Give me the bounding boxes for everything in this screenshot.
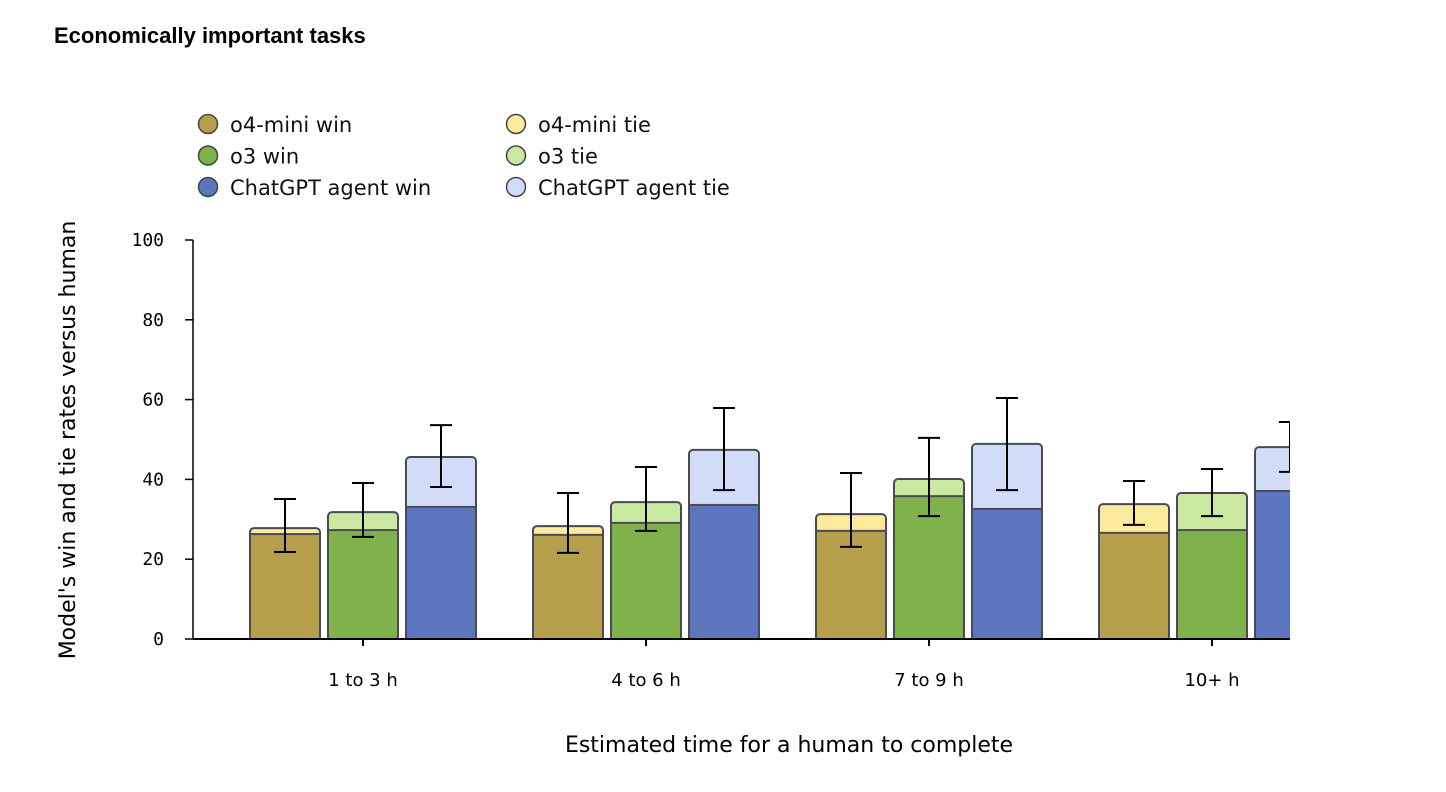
win-bar bbox=[688, 503, 760, 640]
y-tick-label: 100 bbox=[131, 230, 164, 251]
win-bar bbox=[893, 495, 965, 640]
y-axis-label: Model's win and tie rates versus human bbox=[56, 221, 81, 660]
win-bar bbox=[1098, 531, 1170, 641]
chart-title: Economically important tasks bbox=[54, 23, 366, 48]
legend-swatch bbox=[197, 176, 219, 198]
legend-swatch bbox=[505, 145, 527, 166]
bars bbox=[249, 397, 1290, 641]
legend-label: ChatGPT agent win bbox=[230, 176, 431, 200]
x-axis-label: Estimated time for a human to complete bbox=[565, 733, 1013, 758]
win-bar bbox=[1176, 529, 1248, 640]
y-tick-label: 60 bbox=[142, 390, 164, 411]
legend-swatch bbox=[197, 145, 219, 166]
legend-swatch bbox=[505, 113, 527, 135]
legend-swatch bbox=[197, 113, 219, 135]
y-tick-label: 20 bbox=[142, 549, 164, 570]
legend-label: ChatGPT agent tie bbox=[538, 176, 730, 200]
legend-label: o3 win bbox=[230, 145, 299, 169]
x-tick-label: 10+ h bbox=[1184, 670, 1239, 691]
legend-label: o3 tie bbox=[538, 145, 598, 169]
x-tick-label: 4 to 6 h bbox=[611, 670, 681, 691]
x-tick-label: 1 to 3 h bbox=[328, 670, 398, 691]
win-bar bbox=[405, 505, 477, 640]
y-tick-label: 80 bbox=[142, 310, 164, 331]
win-bar bbox=[327, 529, 399, 640]
y-tick-label: 40 bbox=[142, 469, 164, 490]
win-bar bbox=[971, 507, 1043, 640]
legend: o4-mini win o3 win ChatGPT agent win o4-min… bbox=[197, 113, 730, 200]
legend-label: o4-mini win bbox=[230, 113, 352, 137]
legend-swatch bbox=[505, 176, 527, 198]
win-bar bbox=[610, 521, 682, 640]
legend-label: o4-mini tie bbox=[538, 113, 651, 137]
y-tick-label: 0 bbox=[153, 629, 164, 650]
x-axis: 1 to 3 h 4 to 6 h 7 to 9 h 10+ h bbox=[193, 638, 1290, 691]
y-axis: 0 20 40 60 80 100 bbox=[131, 230, 194, 650]
x-tick-label: 7 to 9 h bbox=[894, 670, 964, 691]
win-bar bbox=[1254, 489, 1290, 641]
